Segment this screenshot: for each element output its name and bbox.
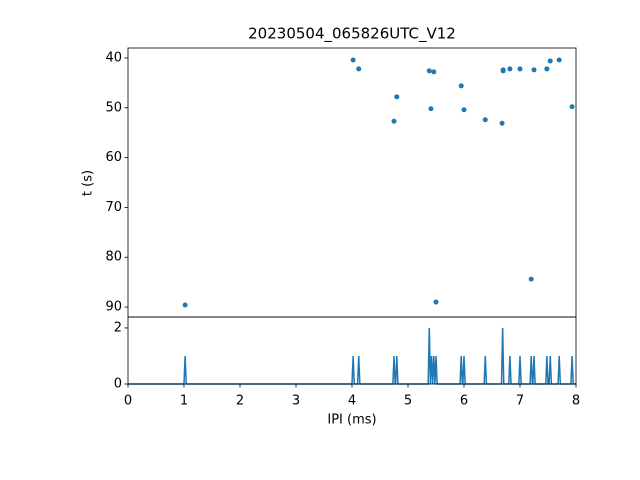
x-tick-label: 0 bbox=[124, 394, 132, 409]
scatter-point bbox=[528, 276, 534, 282]
y-axis-label: t (s) bbox=[81, 170, 96, 196]
x-tick-label: 8 bbox=[572, 394, 580, 409]
scatter-point bbox=[433, 299, 439, 305]
x-axis-label: IPI (ms) bbox=[327, 413, 376, 428]
y-tick-label: 80 bbox=[105, 250, 122, 265]
y-tick-label: 40 bbox=[105, 50, 122, 65]
scatter-point bbox=[544, 66, 550, 72]
axes-frame bbox=[127, 316, 577, 385]
scatter-point bbox=[517, 66, 523, 72]
y-tick-label: 70 bbox=[105, 200, 122, 215]
y-tick-label: 90 bbox=[105, 300, 122, 315]
scatter-point bbox=[507, 66, 513, 72]
scatter-point bbox=[428, 106, 434, 112]
y-tick-label: 2 bbox=[114, 320, 122, 335]
x-tick-label: 5 bbox=[404, 394, 412, 409]
x-tick-label: 4 bbox=[348, 394, 356, 409]
scatter-point bbox=[458, 83, 464, 89]
scatter-point bbox=[556, 57, 562, 63]
chart-title: 20230504_065826UTC_V12 bbox=[248, 25, 456, 44]
scatter-point bbox=[499, 120, 505, 126]
scatter-point bbox=[461, 107, 467, 113]
x-tick-label: 1 bbox=[180, 394, 188, 409]
scatter-point bbox=[547, 58, 553, 64]
scatter-point bbox=[394, 94, 400, 100]
scatter-point bbox=[350, 57, 356, 63]
data-line bbox=[128, 327, 576, 385]
x-tick-label: 6 bbox=[460, 394, 468, 409]
x-tick-label: 3 bbox=[292, 394, 300, 409]
scatter-point bbox=[531, 67, 537, 73]
y-tick-label: 50 bbox=[105, 100, 122, 115]
y-tick-label: 60 bbox=[105, 150, 122, 165]
scatter-point bbox=[482, 117, 488, 123]
scatter-point bbox=[426, 68, 432, 74]
y-tick-label: 0 bbox=[114, 377, 122, 392]
x-tick-label: 7 bbox=[516, 394, 524, 409]
scatter-point bbox=[569, 104, 575, 110]
scatter-point bbox=[391, 118, 397, 124]
scatter-point bbox=[431, 69, 437, 75]
axes-frame bbox=[127, 47, 577, 318]
scatter-point bbox=[182, 302, 188, 308]
x-tick-label: 2 bbox=[236, 394, 244, 409]
scatter-point bbox=[356, 66, 362, 72]
scatter-point bbox=[500, 68, 506, 74]
